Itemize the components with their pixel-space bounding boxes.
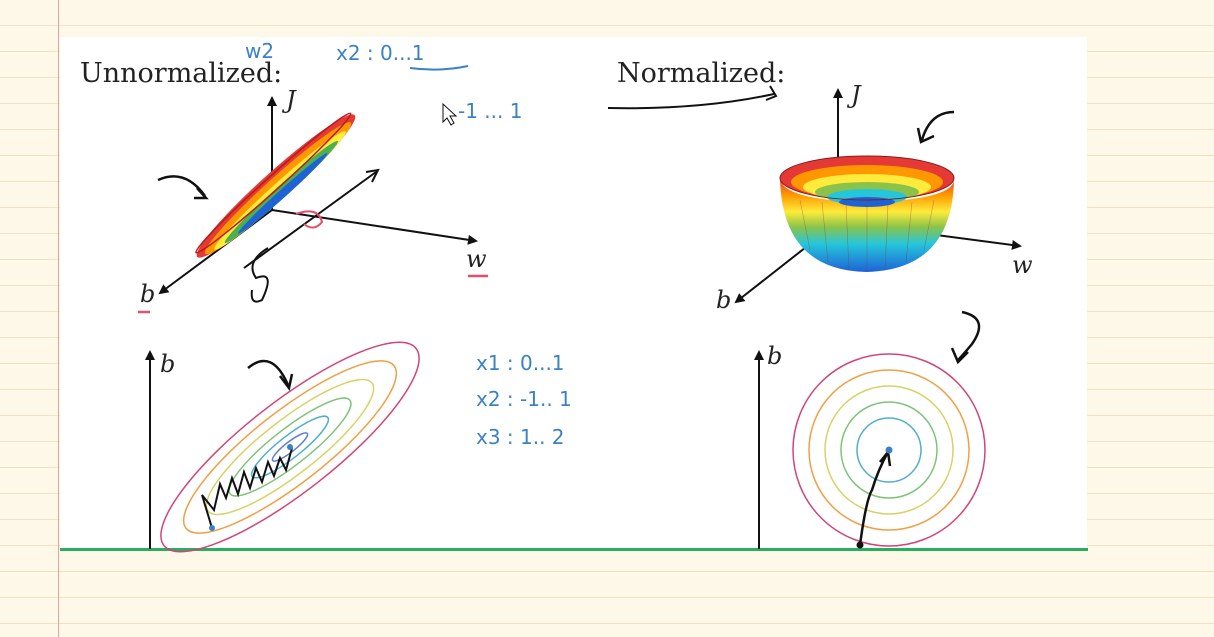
b-label-right: b	[716, 286, 731, 314]
note-x1-range: x1 : 0...1	[476, 351, 565, 375]
unnormalized-contour-plot: b	[145, 341, 420, 553]
round-cost-surface	[779, 155, 955, 272]
normalized-3d-plot: J w b	[716, 81, 1033, 314]
j-label-right: J	[846, 81, 862, 109]
title-unnormalized: Unnormalized:	[80, 58, 283, 89]
direct-descent-path	[858, 451, 890, 546]
elongated-cost-surface	[195, 112, 356, 258]
zigzag-descent-path	[201, 447, 293, 529]
note-top-range: -1 ... 1	[458, 99, 522, 123]
j-label-left: J	[281, 86, 297, 114]
b-label-right-contour: b	[767, 342, 782, 370]
w-label-right: w	[1012, 251, 1033, 279]
note-x2-range: x2 : -1.. 1	[476, 387, 572, 411]
handwritten-annotations: w2 x2 : 0...1 -1 ... 1 x1 : 0...1 x2 : -…	[157, 39, 981, 449]
note-top-x2: x2 : 0...1	[336, 41, 425, 65]
note-w2: w2	[245, 39, 274, 63]
elongated-contours	[160, 341, 420, 553]
slide-baseline	[60, 548, 1088, 551]
b-label-left-contour: b	[160, 350, 175, 378]
note-x3-range: x3 : 1.. 2	[476, 425, 565, 449]
mouse-cursor-icon	[442, 102, 458, 126]
w-label-left: w	[466, 245, 487, 273]
normalized-contour-plot: b	[754, 342, 986, 549]
title-normalized: Normalized:	[617, 58, 786, 89]
b-label-left: b	[140, 280, 155, 308]
b-axis-left	[158, 209, 273, 295]
notebook-margin-line	[58, 0, 59, 637]
w-axis-left	[271, 209, 478, 245]
unnormalized-3d-plot: J w b	[138, 86, 488, 314]
circular-contours	[792, 353, 986, 547]
